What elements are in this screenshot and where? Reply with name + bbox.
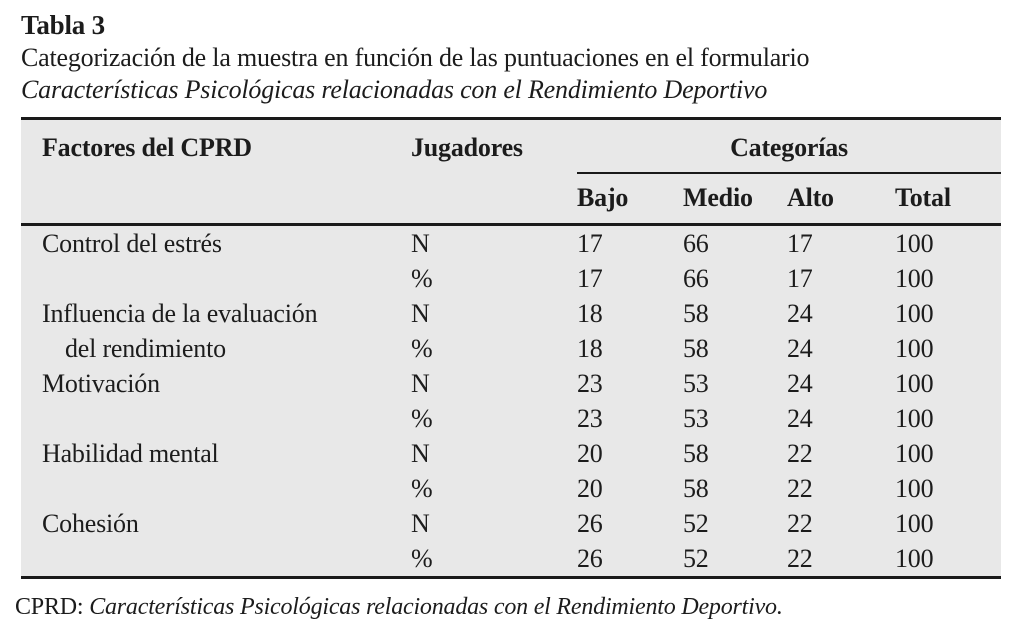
value-cell-bajo: 23 [577,404,603,433]
value-cell-medio: 52 [683,509,709,538]
value-cell-bajo: 17 [577,264,603,293]
value-cell-medio: 53 [683,369,709,398]
value-cell-alto: 24 [787,369,813,398]
value-cell-bajo: 20 [577,474,603,503]
value-cell-bajo: 23 [577,369,603,398]
value-cell-alto: 22 [787,544,813,573]
value-cell-total: 100 [895,439,934,468]
header-row-groups: Factores del CPRD Jugadores Categorías [21,118,1002,174]
table-row: del rendimiento % 18 58 24 100 [21,331,1001,366]
value-cell-alto: 22 [787,439,813,468]
value-cell-total: 100 [895,299,934,328]
value-cell-medio: 66 [683,229,709,258]
header-category-bajo: Bajo [577,172,683,226]
stat-cell: % [411,334,433,363]
value-cell-alto: 24 [787,404,813,433]
stat-cell: N [411,229,430,258]
table-body: Control del estrés N 17 66 17 100 % 17 6… [21,225,1001,578]
value-cell-alto: 17 [787,229,813,258]
value-cell-total: 100 [895,369,934,398]
header-empty-cell [411,172,577,226]
table-caption: Categorización de la muestra en función … [21,43,810,72]
factor-cell [21,541,411,578]
footnote-definition: Características Psicológicas relacionada… [89,594,783,620]
header-empty-cell [21,172,411,226]
value-cell-bajo: 18 [577,334,603,363]
value-cell-alto: 24 [787,299,813,328]
value-cell-total: 100 [895,509,934,538]
header-categories-group: Categorías [577,118,1002,174]
factor-cell-continuation: del rendimiento [65,334,226,363]
header-category-alto: Alto [787,172,895,226]
table-row: Influencia de la evaluación N 18 58 24 1… [21,296,1001,331]
table-row: % 23 53 24 100 [21,401,1001,436]
stat-cell: N [411,369,430,398]
value-cell-alto: 17 [787,264,813,293]
header-factors: Factores del CPRD [42,133,252,163]
table-row: Cohesión N 26 52 22 100 [21,506,1001,541]
stat-cell: % [411,404,433,433]
value-cell-medio: 66 [683,264,709,293]
table-row: % 20 58 22 100 [21,471,1001,506]
factor-cell: Control del estrés [42,229,222,258]
value-cell-bajo: 26 [577,544,603,573]
value-cell-total: 100 [895,229,934,258]
value-cell-medio: 53 [683,404,709,433]
factor-cell [21,471,411,506]
table-row: Habilidad mental N 20 58 22 100 [21,436,1001,471]
value-cell-total: 100 [895,474,934,503]
value-cell-bajo: 26 [577,509,603,538]
value-cell-bajo: 18 [577,299,603,328]
header-row-categories: Bajo Medio Alto Total [21,172,1002,226]
table-row: % 26 52 22 100 [21,541,1001,578]
value-cell-medio: 58 [683,439,709,468]
stat-cell: N [411,439,430,468]
value-cell-bajo: 17 [577,229,603,258]
value-cell-alto: 24 [787,334,813,363]
table-row: Control del estrés N 17 66 17 100 [21,225,1001,262]
value-cell-medio: 58 [683,474,709,503]
value-cell-alto: 22 [787,474,813,503]
value-cell-total: 100 [895,334,934,363]
factor-cell: Habilidad mental [42,439,219,468]
value-cell-medio: 58 [683,334,709,363]
table-row: Motivación N 23 53 24 100 [21,366,1001,401]
value-cell-bajo: 20 [577,439,603,468]
table-header: Factores del CPRD Jugadores Categorías B… [21,118,1002,226]
table-caption-italic: Características Psicológicas relacionada… [21,75,768,104]
value-cell-medio: 58 [683,299,709,328]
header-players: Jugadores [411,133,523,163]
table-label: Tabla 3 [21,10,105,40]
table-figure: Tabla 3 Categorización de la muestra en … [15,10,1002,622]
footnote: CPRD: Características Psicológicas relac… [15,592,1002,622]
header-category-total: Total [895,172,1002,226]
value-cell-total: 100 [895,264,934,293]
data-table: Factores del CPRD Jugadores Categorías B… [21,117,1002,579]
value-cell-medio: 52 [683,544,709,573]
factor-cell: Cohesión [42,509,139,538]
factor-cell: Influencia de la evaluación [42,299,318,328]
stat-cell: % [411,264,433,293]
value-cell-total: 100 [895,544,934,573]
stat-cell: % [411,544,433,573]
header-category-medio: Medio [683,172,787,226]
factor-cell: Motivación [42,369,160,398]
stat-cell: N [411,509,430,538]
stat-cell: N [411,299,430,328]
value-cell-total: 100 [895,404,934,433]
footnote-abbr: CPRD: [15,594,84,620]
value-cell-alto: 22 [787,509,813,538]
factor-cell [21,401,411,436]
factor-cell [21,261,411,296]
stat-cell: % [411,474,433,503]
table-row: % 17 66 17 100 [21,261,1001,296]
